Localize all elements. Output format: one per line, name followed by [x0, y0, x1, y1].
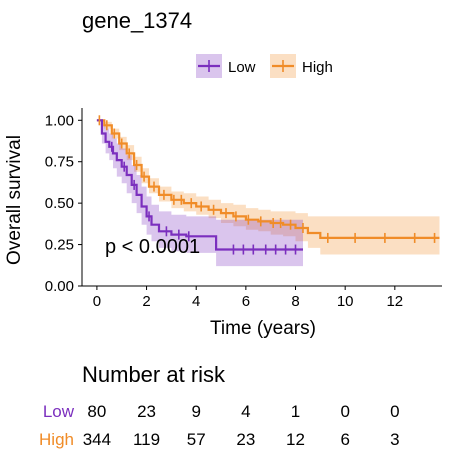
- censor-marks: [98, 115, 436, 255]
- y-tick-label: 0.00: [45, 278, 74, 295]
- y-tick-label: 1.00: [45, 112, 74, 129]
- risk-count-high: 23: [236, 430, 255, 449]
- x-tick-label: 10: [337, 293, 354, 310]
- x-tick-label: 8: [291, 293, 299, 310]
- risk-count-low: 0: [340, 402, 349, 421]
- chart-title: gene_1374: [82, 8, 192, 33]
- x-tick-label: 6: [242, 293, 250, 310]
- y-tick-label: 0.75: [45, 154, 74, 171]
- survival-curve-high: [96, 119, 440, 239]
- x-tick-label: 0: [93, 293, 101, 310]
- risk-row-label-low: Low: [43, 402, 75, 421]
- x-axis-label: Time (years): [210, 318, 316, 339]
- risk-count-low: 9: [191, 402, 200, 421]
- risk-count-high: 12: [286, 430, 305, 449]
- legend: Low High: [196, 54, 333, 78]
- risk-count-low: 23: [137, 402, 156, 421]
- risk-table-title: Number at risk: [82, 362, 226, 387]
- legend-label-high: High: [302, 59, 333, 76]
- confidence-bands: [96, 120, 440, 267]
- risk-count-high: 344: [83, 430, 111, 449]
- y-tick-label: 0.25: [45, 237, 74, 254]
- y-axis-label: Overall survival: [4, 135, 25, 265]
- legend-label-low: Low: [228, 59, 256, 76]
- survival-curve-low: [96, 119, 303, 251]
- risk-table: Low 80 23 9 4 1 0 0 High 344 119 57 23 12 6 3: [39, 402, 400, 449]
- risk-count-low: 1: [291, 402, 300, 421]
- axes: 0.00 0.25 0.50 0.75 1.00 0 2 4 6 8 10 12: [45, 108, 442, 310]
- x-tick-label: 12: [386, 293, 403, 310]
- risk-count-high: 3: [390, 430, 399, 449]
- ci-band-low: [96, 120, 304, 267]
- x-tick-label: 2: [142, 293, 150, 310]
- risk-count-low: 80: [87, 402, 106, 421]
- risk-count-high: 6: [340, 430, 349, 449]
- plot-area: 0.00 0.25 0.50 0.75 1.00 0 2 4 6 8 10 12: [45, 108, 442, 310]
- x-tick-label: 4: [192, 293, 200, 310]
- risk-row-label-high: High: [39, 430, 74, 449]
- y-tick-label: 0.50: [45, 195, 74, 212]
- survival-curves: [96, 119, 440, 251]
- risk-count-low: 4: [241, 402, 250, 421]
- risk-count-high: 57: [187, 430, 206, 449]
- p-value-annotation: p < 0.0001: [105, 236, 200, 258]
- risk-count-low: 0: [390, 402, 399, 421]
- ci-band-high: [96, 120, 440, 255]
- risk-count-high: 119: [133, 430, 160, 449]
